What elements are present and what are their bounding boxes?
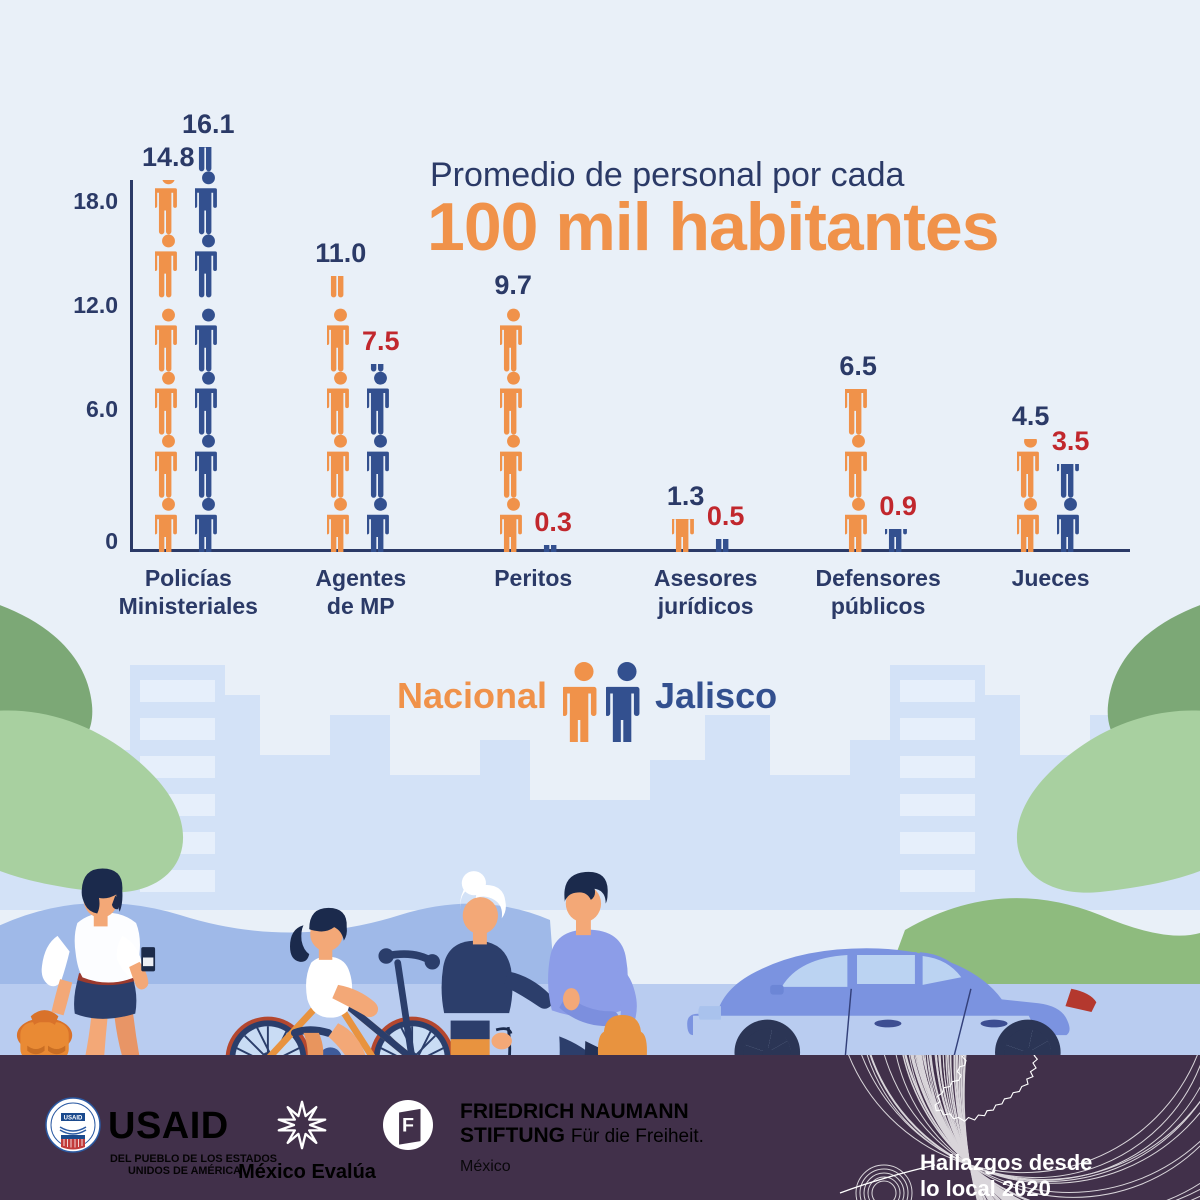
svg-text:USAID: USAID xyxy=(64,1116,83,1122)
svg-text:F: F xyxy=(402,1114,414,1136)
